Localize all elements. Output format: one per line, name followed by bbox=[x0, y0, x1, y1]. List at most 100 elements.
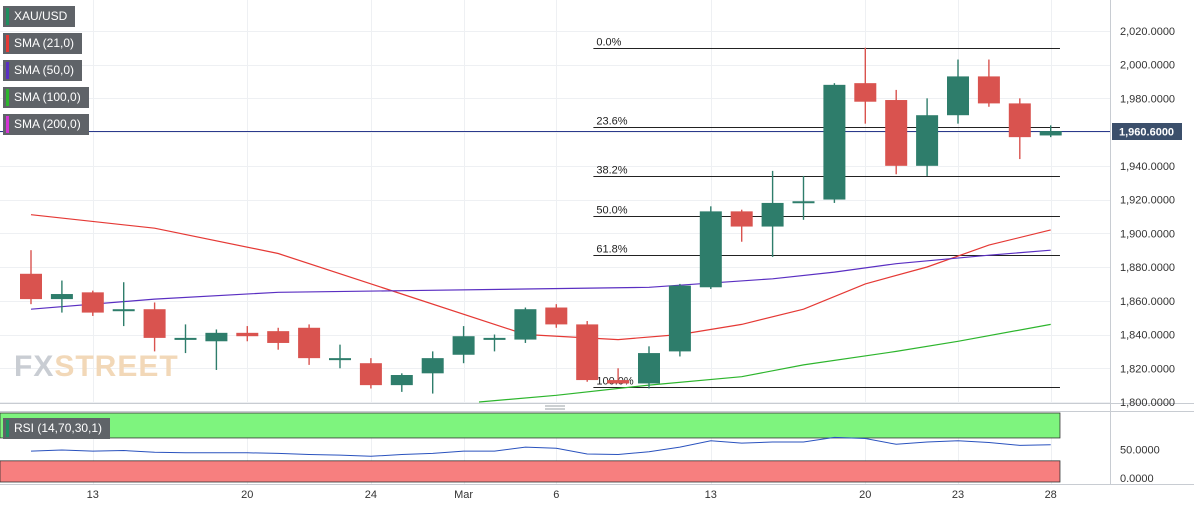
candle[interactable] bbox=[576, 321, 599, 382]
grid-layer bbox=[0, 0, 1194, 485]
price-tick-label: 1,980.0000 bbox=[1120, 93, 1175, 105]
candle[interactable] bbox=[668, 283, 691, 357]
candle[interactable] bbox=[143, 302, 166, 352]
candle-body bbox=[1039, 131, 1062, 136]
candle[interactable] bbox=[81, 290, 104, 316]
candle-body bbox=[730, 211, 753, 227]
candle[interactable] bbox=[267, 327, 290, 350]
candle[interactable] bbox=[421, 351, 444, 394]
candle-body bbox=[359, 363, 382, 386]
candle[interactable] bbox=[298, 324, 321, 365]
candle[interactable] bbox=[699, 206, 722, 289]
sma-layer bbox=[30, 214, 1051, 403]
candle[interactable] bbox=[977, 59, 1000, 107]
candle[interactable] bbox=[1039, 125, 1062, 138]
price-tick-label: 1,940.0000 bbox=[1120, 161, 1175, 173]
candle[interactable] bbox=[20, 250, 42, 305]
price-tick-label: 2,000.0000 bbox=[1120, 60, 1175, 72]
candle[interactable] bbox=[112, 282, 135, 327]
candle-body bbox=[638, 353, 660, 384]
x-tick-label: 13 bbox=[705, 489, 717, 501]
candle[interactable] bbox=[854, 47, 877, 124]
candle[interactable] bbox=[885, 89, 908, 175]
sma-line-50 bbox=[30, 249, 1051, 310]
candle-body bbox=[329, 358, 351, 361]
x-tick-label: 6 bbox=[553, 489, 559, 501]
fib-label: 61.8% bbox=[596, 244, 627, 256]
candle[interactable] bbox=[359, 358, 382, 389]
rsi-tick-label: 50.0000 bbox=[1120, 444, 1160, 456]
candle-body bbox=[916, 115, 939, 166]
candle-body bbox=[885, 100, 908, 166]
rsi-overbought-zone bbox=[0, 412, 1061, 439]
price-tick-label: 1,820.0000 bbox=[1120, 363, 1175, 375]
candle[interactable] bbox=[761, 170, 784, 257]
legend-sma-100-label: SMA (100,0) bbox=[14, 90, 81, 104]
candle[interactable] bbox=[50, 280, 73, 313]
x-tick-label: Mar bbox=[454, 489, 473, 501]
candle-body bbox=[421, 358, 444, 374]
price-axis: 2,020.00002,000.00001,980.00001,960.0000… bbox=[1112, 26, 1182, 409]
fib-label: 38.2% bbox=[596, 165, 627, 177]
candle[interactable] bbox=[730, 209, 753, 242]
candle-body bbox=[977, 76, 1000, 104]
legend-symbol-swatch bbox=[6, 8, 9, 25]
price-tick-label: 2,020.0000 bbox=[1120, 26, 1175, 38]
candle-body bbox=[668, 285, 691, 352]
price-tick-label: 1,800.0000 bbox=[1120, 397, 1175, 409]
x-tick-label: 13 bbox=[87, 489, 99, 501]
legend-sma-21-label: SMA (21,0) bbox=[14, 36, 75, 50]
watermark-fx: FX bbox=[14, 350, 55, 383]
fib-label: 23.6% bbox=[596, 116, 627, 128]
legend-sma-200[interactable]: SMA (200,0) bbox=[3, 114, 89, 135]
candle-body bbox=[1008, 103, 1031, 138]
candle-body bbox=[792, 201, 815, 204]
fib-label: 0.0% bbox=[596, 37, 621, 49]
candle-body bbox=[298, 327, 321, 359]
candle-body bbox=[545, 307, 568, 325]
candle-body bbox=[483, 337, 506, 340]
legend-sma-200-swatch bbox=[6, 116, 9, 133]
legend-sma-100[interactable]: SMA (100,0) bbox=[3, 87, 89, 108]
candle[interactable] bbox=[205, 329, 228, 370]
candle[interactable] bbox=[638, 346, 660, 389]
candle-body bbox=[854, 83, 877, 102]
price-tick-label: 1,840.0000 bbox=[1120, 330, 1175, 342]
legend-sma-50-swatch bbox=[6, 62, 9, 79]
candle[interactable] bbox=[483, 334, 506, 352]
legend-sma-50-label: SMA (50,0) bbox=[14, 63, 75, 77]
candle[interactable] bbox=[607, 368, 630, 384]
rsi-layer: 50.0000 0.0000 bbox=[0, 412, 1160, 485]
candle[interactable] bbox=[916, 98, 939, 176]
candle[interactable] bbox=[545, 304, 568, 328]
candle[interactable] bbox=[174, 324, 197, 354]
candle[interactable] bbox=[390, 373, 413, 392]
legend-sma-21[interactable]: SMA (21,0) bbox=[3, 33, 83, 54]
candle[interactable] bbox=[1008, 98, 1031, 160]
candle[interactable] bbox=[329, 344, 351, 369]
candle[interactable] bbox=[792, 175, 815, 220]
legend-symbol-label: XAU/USD bbox=[14, 9, 68, 23]
x-tick-label: 23 bbox=[952, 489, 964, 501]
legend-rsi[interactable]: RSI (14,70,30,1) bbox=[3, 418, 111, 439]
rsi-tick-label: 0.0000 bbox=[1120, 473, 1154, 485]
candle-body bbox=[452, 336, 475, 355]
legend-symbol[interactable]: XAU/USD bbox=[3, 6, 76, 27]
price-tick-label: 1,880.0000 bbox=[1120, 262, 1175, 274]
candle-body bbox=[607, 380, 630, 384]
price-tick-label: 1,900.0000 bbox=[1120, 228, 1175, 240]
price-tick-label: 1,860.0000 bbox=[1120, 296, 1175, 308]
candle[interactable] bbox=[514, 307, 537, 343]
legend-rsi-label: RSI (14,70,30,1) bbox=[14, 421, 103, 435]
candle[interactable] bbox=[452, 326, 475, 364]
watermark-street: STREET bbox=[54, 350, 179, 383]
candle-body bbox=[236, 332, 259, 337]
price-tick-label: 1,920.0000 bbox=[1120, 195, 1175, 207]
candle[interactable] bbox=[823, 83, 846, 203]
legend-sma-50[interactable]: SMA (50,0) bbox=[3, 60, 83, 81]
candle[interactable] bbox=[236, 326, 259, 342]
candle-body bbox=[947, 76, 969, 116]
candle[interactable] bbox=[947, 59, 969, 124]
candle-body bbox=[174, 337, 197, 340]
